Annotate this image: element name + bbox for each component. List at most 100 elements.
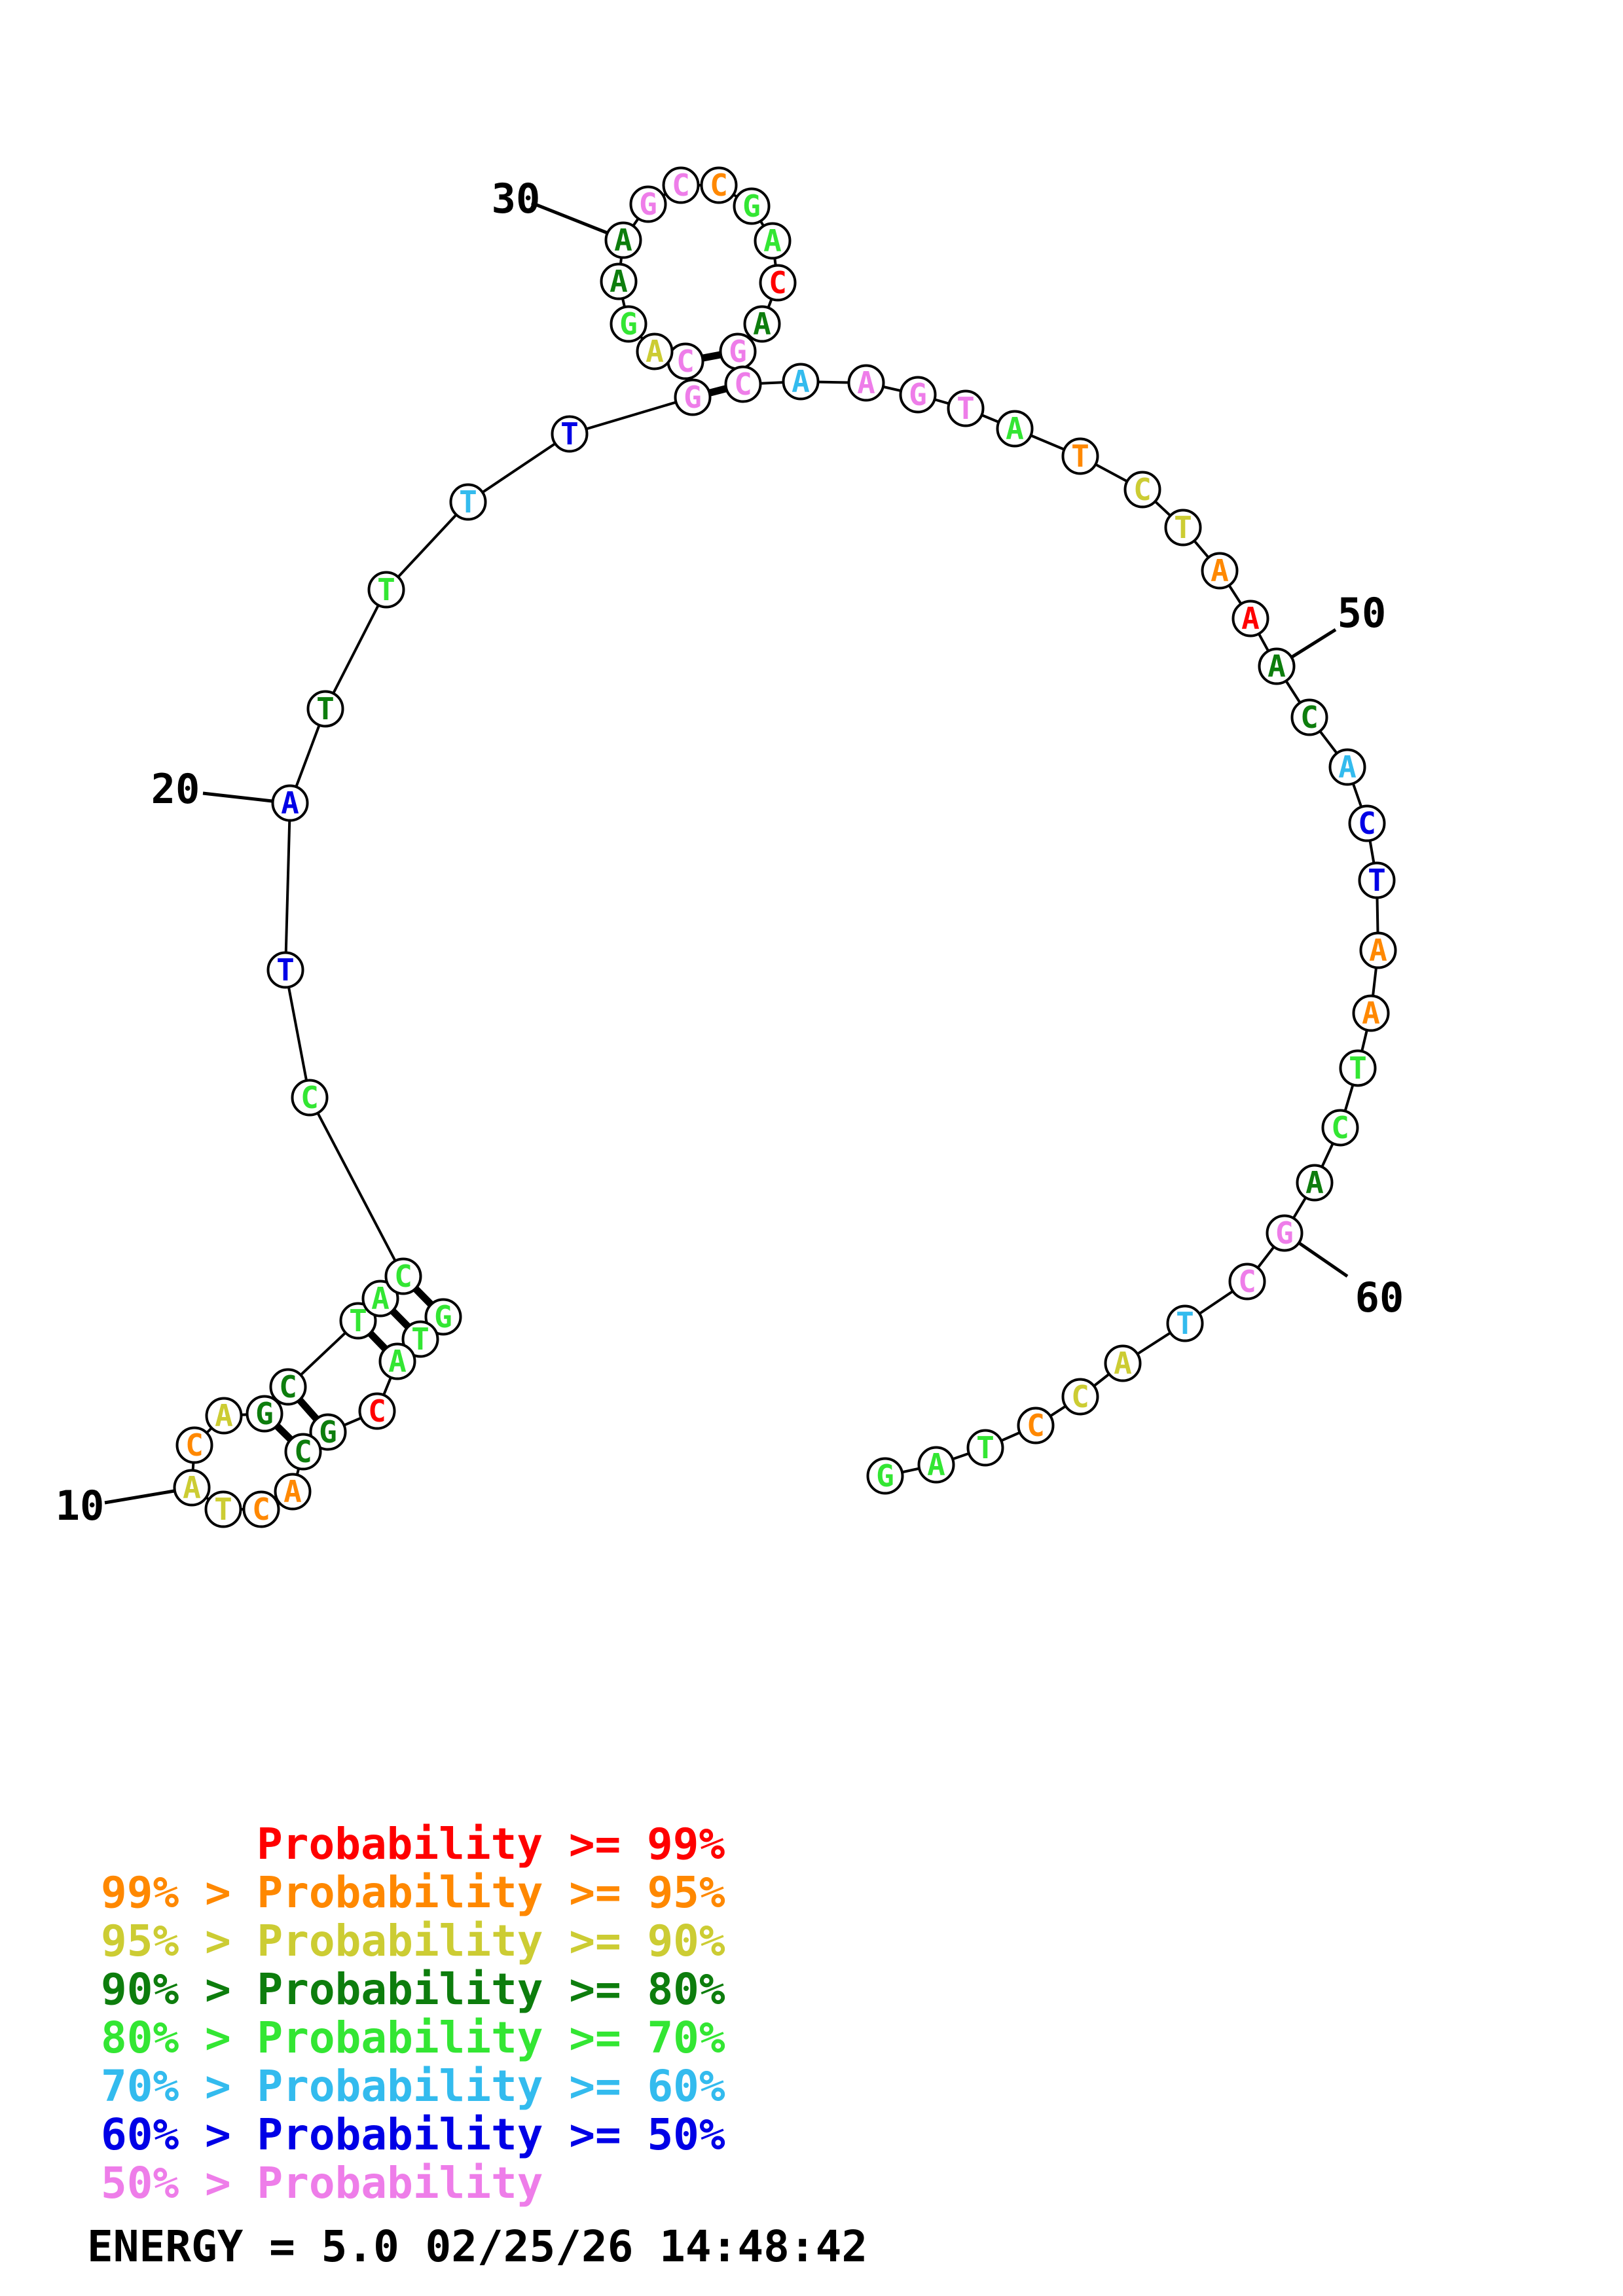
base-letter: C xyxy=(672,168,690,203)
base-node xyxy=(1166,1304,1204,1342)
legend-row: Probability >= 99% xyxy=(257,1819,725,1869)
base-letter: C xyxy=(1133,472,1152,507)
base-letter: A xyxy=(614,223,632,258)
label-leader-line xyxy=(1290,628,1337,659)
base-letter: G xyxy=(319,1414,337,1450)
backbone-segment xyxy=(569,396,693,435)
base-letter: A xyxy=(927,1447,945,1482)
base-letter: C xyxy=(1238,1264,1256,1299)
base-node xyxy=(1359,931,1397,969)
legend-row: 90% > Probability >= 80% xyxy=(101,1964,725,2015)
base-letter: T xyxy=(957,391,975,426)
base-letter: T xyxy=(459,484,477,520)
base-letter: T xyxy=(1349,1050,1367,1086)
base-node xyxy=(966,1429,1004,1467)
base-letter: T xyxy=(276,952,295,988)
base-letter: C xyxy=(676,344,695,379)
base-node xyxy=(1358,861,1396,899)
base-letter: A xyxy=(1267,649,1286,684)
base-letter: C xyxy=(294,1434,312,1469)
base-node xyxy=(384,1257,422,1295)
base-letter: G xyxy=(876,1458,894,1494)
base-node xyxy=(205,1397,243,1435)
base-node xyxy=(266,951,304,989)
base-node xyxy=(551,415,589,453)
base-letter: A xyxy=(753,306,771,342)
base-node xyxy=(1061,437,1099,475)
base-node xyxy=(996,410,1034,448)
base-node xyxy=(866,1457,904,1495)
base-letter: A xyxy=(215,1398,233,1433)
base-letter: G xyxy=(639,187,657,222)
number-label: 10 xyxy=(56,1482,105,1530)
base-node xyxy=(309,1413,347,1451)
base-letter: A xyxy=(1211,553,1229,588)
legend-row: 50% > Probability xyxy=(101,2158,543,2208)
base-node xyxy=(361,1280,399,1318)
legend-row: 95% > Probability >= 90% xyxy=(101,1916,725,1966)
base-node xyxy=(449,483,487,521)
base-letter: G xyxy=(909,377,927,412)
base-node xyxy=(401,1320,439,1358)
base-node xyxy=(269,1368,307,1406)
base-letter: C xyxy=(279,1369,297,1405)
basepair-bonds xyxy=(262,348,744,1454)
base-node xyxy=(1258,647,1296,685)
base-letter: A xyxy=(183,1470,201,1505)
base-node xyxy=(700,166,738,204)
base-node xyxy=(175,1426,213,1464)
number-label: 60 xyxy=(1355,1274,1404,1321)
base-letter: T xyxy=(1176,1306,1194,1341)
backbone-segment xyxy=(467,433,571,503)
backbone-segment xyxy=(284,969,311,1098)
base-letter: G xyxy=(1275,1215,1294,1251)
base-node xyxy=(242,1490,280,1528)
base-node xyxy=(899,376,937,414)
base-node xyxy=(1231,600,1269,637)
label-leader-line xyxy=(104,1489,175,1505)
base-letter: A xyxy=(610,264,628,299)
base-letter: T xyxy=(316,691,335,726)
label-leader-line xyxy=(202,791,273,803)
base-node xyxy=(1123,471,1161,509)
label-leader-line xyxy=(531,201,608,235)
base-node xyxy=(274,1473,312,1511)
base-node xyxy=(1017,1407,1055,1444)
base-letter: T xyxy=(411,1321,429,1357)
base-node xyxy=(424,1298,462,1336)
base-letter: A xyxy=(1006,411,1024,446)
base-letter: C xyxy=(301,1080,319,1115)
base-node xyxy=(204,1490,242,1528)
base-node xyxy=(1104,1344,1142,1382)
base-letter: T xyxy=(1071,439,1089,474)
base-node xyxy=(636,332,674,370)
base-letter: C xyxy=(1071,1379,1089,1414)
base-node xyxy=(284,1433,322,1471)
backbone-segment xyxy=(385,501,469,591)
base-letter: C xyxy=(368,1393,386,1429)
base-node xyxy=(358,1392,396,1430)
base-node xyxy=(378,1342,416,1380)
base-node xyxy=(1321,1109,1359,1147)
base-letter: T xyxy=(377,572,395,607)
base-node xyxy=(1296,1164,1334,1202)
base-node xyxy=(1228,1263,1266,1300)
base-letter: A xyxy=(1369,933,1387,968)
base-node xyxy=(754,222,792,260)
base-node xyxy=(246,1395,283,1433)
base-node xyxy=(306,690,344,728)
base-letter: A xyxy=(283,1474,302,1509)
base-node xyxy=(604,221,642,259)
base-letter: A xyxy=(281,785,299,821)
legend-row: 99% > Probability >= 95% xyxy=(101,1867,725,1918)
number-label: 20 xyxy=(151,765,200,813)
base-letter: T xyxy=(1368,863,1386,898)
base-node xyxy=(629,185,667,223)
backbone-segment xyxy=(284,802,291,971)
base-node xyxy=(1348,804,1386,842)
base-letter: A xyxy=(388,1344,407,1379)
base-letter: A xyxy=(1241,601,1260,636)
base-letter: A xyxy=(1305,1165,1324,1200)
